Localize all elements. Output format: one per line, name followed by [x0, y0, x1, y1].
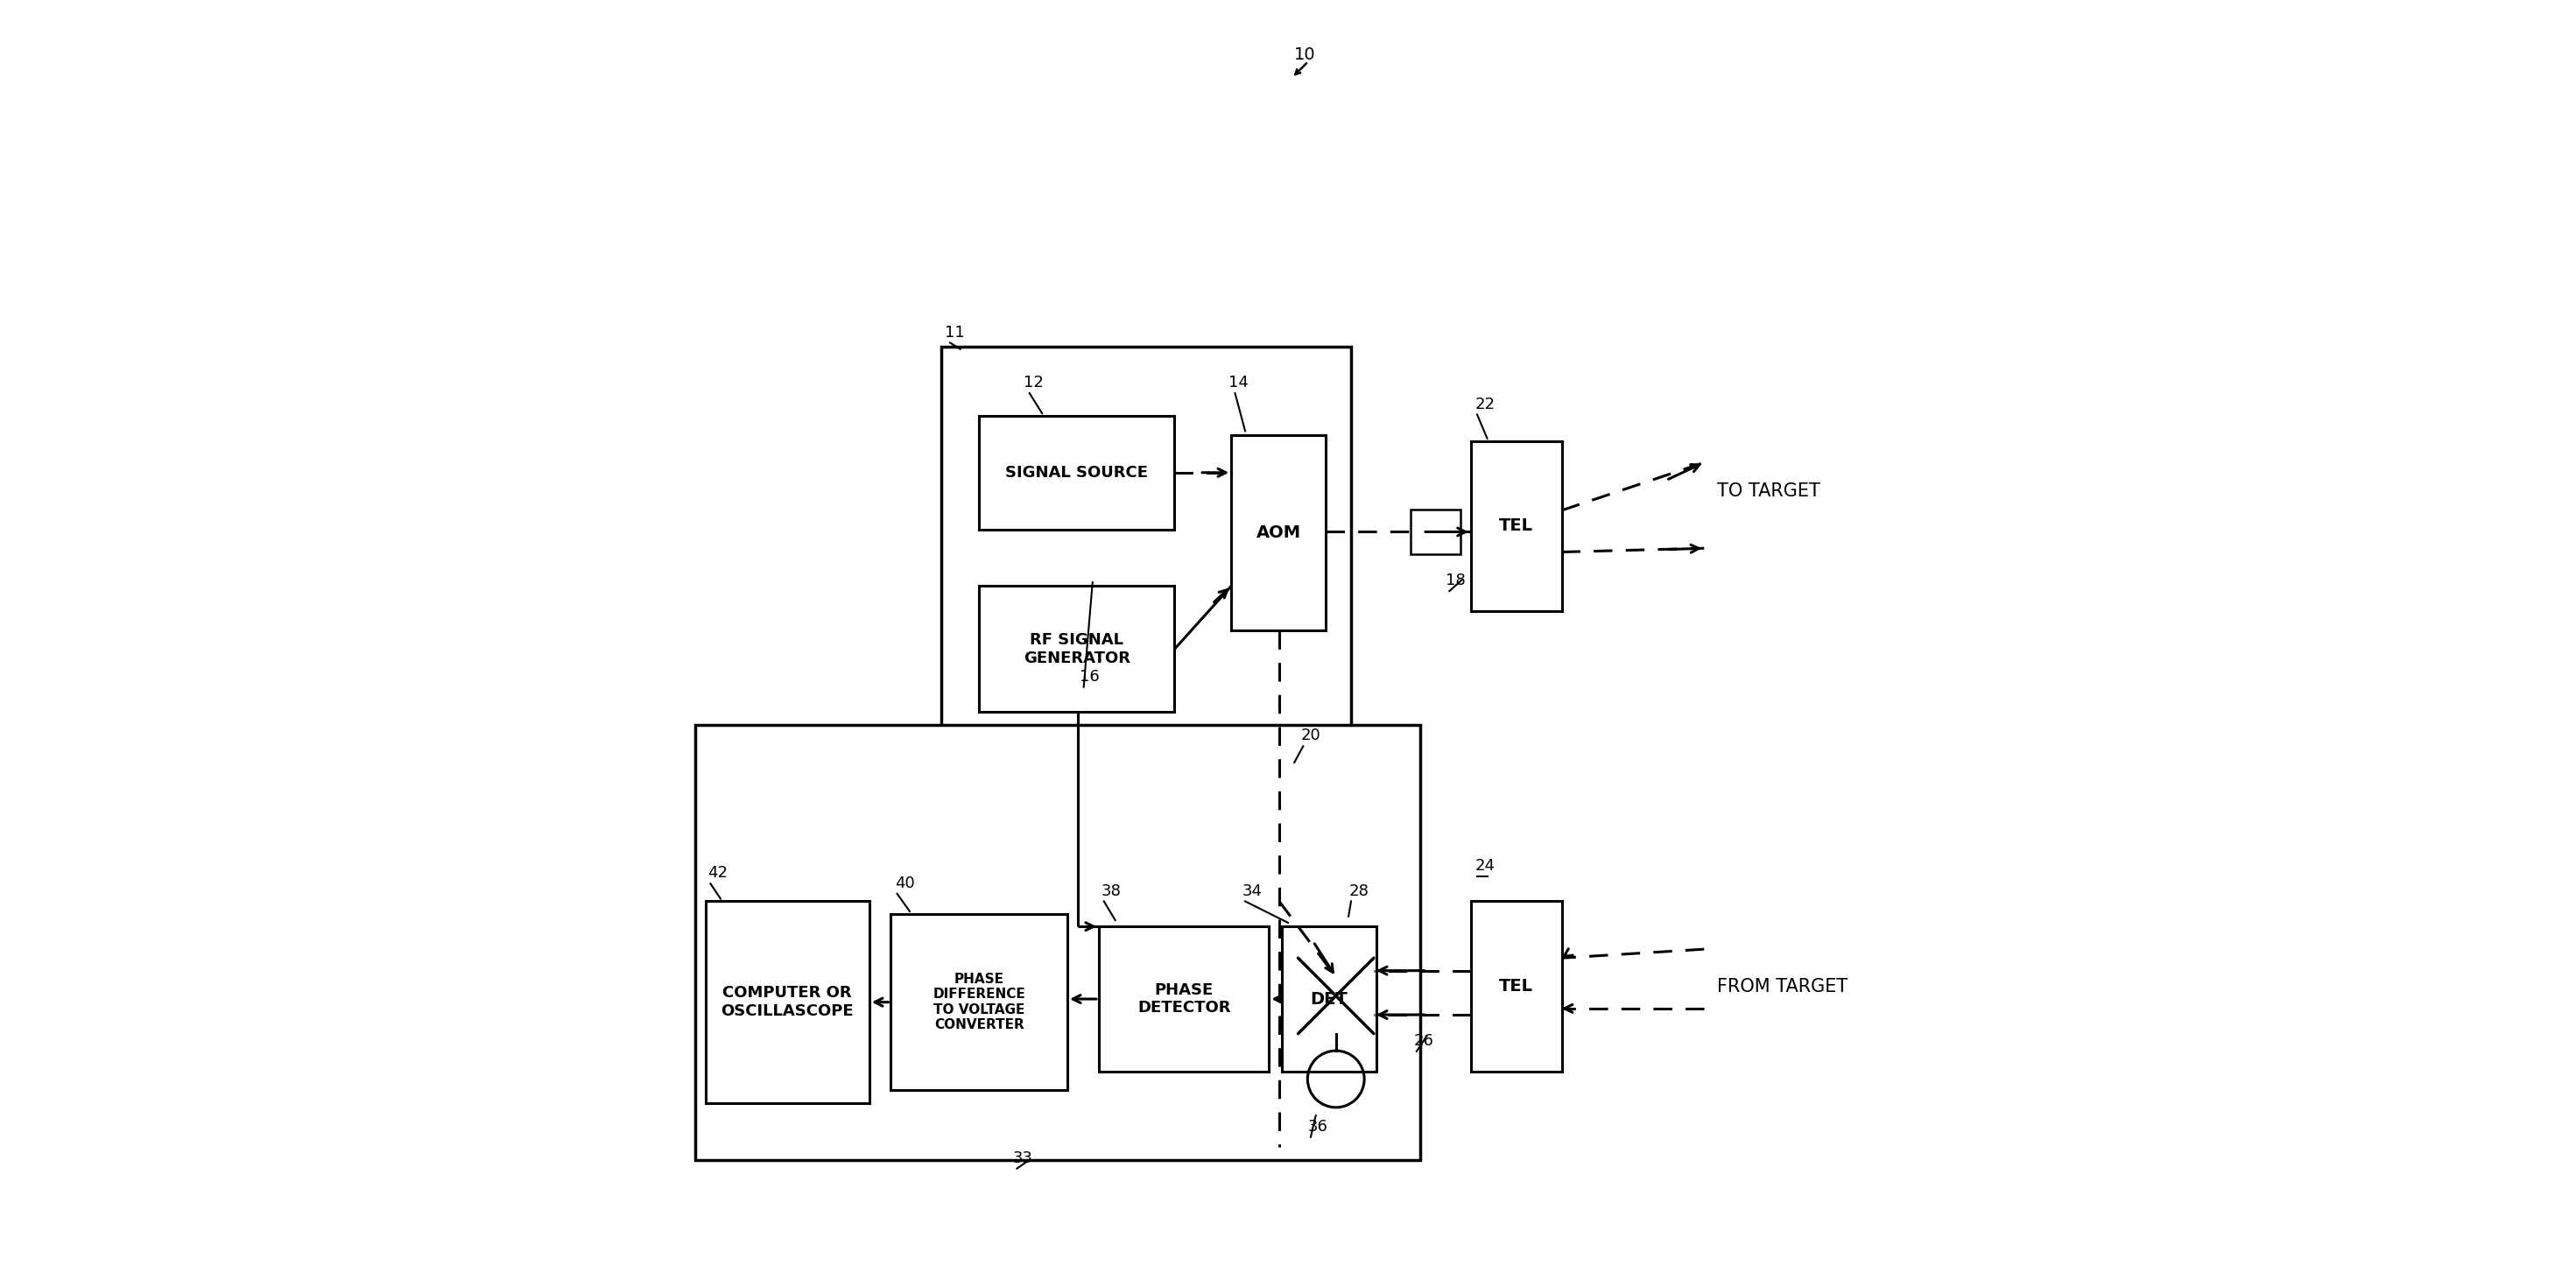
- Text: TO TARGET: TO TARGET: [1716, 482, 1819, 500]
- Text: 11: 11: [945, 325, 966, 340]
- Text: COMPUTER OR
OSCILLASCOPE: COMPUTER OR OSCILLASCOPE: [721, 985, 853, 1020]
- Text: 24: 24: [1473, 858, 1494, 873]
- Bar: [1231, 435, 1327, 630]
- Text: 10: 10: [1293, 46, 1316, 62]
- Bar: [979, 416, 1175, 530]
- Bar: [1100, 927, 1270, 1072]
- Text: 34: 34: [1242, 883, 1262, 899]
- Text: 16: 16: [1079, 668, 1100, 685]
- Text: 36: 36: [1309, 1119, 1329, 1134]
- Bar: [696, 724, 1419, 1160]
- Text: RF SIGNAL
GENERATOR: RF SIGNAL GENERATOR: [1023, 633, 1131, 666]
- Text: TEL: TEL: [1499, 518, 1533, 535]
- Text: 12: 12: [1023, 374, 1043, 391]
- Text: 18: 18: [1445, 573, 1466, 588]
- Text: TEL: TEL: [1499, 978, 1533, 994]
- Bar: [1283, 927, 1376, 1072]
- Text: 33: 33: [1012, 1151, 1033, 1166]
- Text: PHASE
DETECTOR: PHASE DETECTOR: [1139, 981, 1231, 1016]
- Text: 26: 26: [1414, 1032, 1435, 1049]
- Bar: [1409, 509, 1461, 555]
- Text: SIGNAL SOURCE: SIGNAL SOURCE: [1005, 465, 1149, 480]
- Text: 20: 20: [1301, 728, 1321, 743]
- Text: 40: 40: [894, 876, 914, 891]
- Bar: [1471, 440, 1561, 611]
- Text: 42: 42: [708, 866, 729, 881]
- Bar: [940, 346, 1350, 769]
- Bar: [891, 914, 1066, 1091]
- Text: 14: 14: [1229, 374, 1249, 391]
- Text: 38: 38: [1103, 883, 1121, 899]
- Text: FROM TARGET: FROM TARGET: [1716, 978, 1847, 995]
- Text: AOM: AOM: [1257, 524, 1301, 541]
- Text: 22: 22: [1473, 396, 1494, 412]
- Text: PHASE
DIFFERENCE
TO VOLTAGE
CONVERTER: PHASE DIFFERENCE TO VOLTAGE CONVERTER: [933, 973, 1025, 1031]
- Bar: [706, 901, 868, 1102]
- Text: DET: DET: [1311, 990, 1347, 1007]
- Bar: [1471, 901, 1561, 1072]
- Text: 28: 28: [1347, 883, 1368, 899]
- Bar: [979, 586, 1175, 712]
